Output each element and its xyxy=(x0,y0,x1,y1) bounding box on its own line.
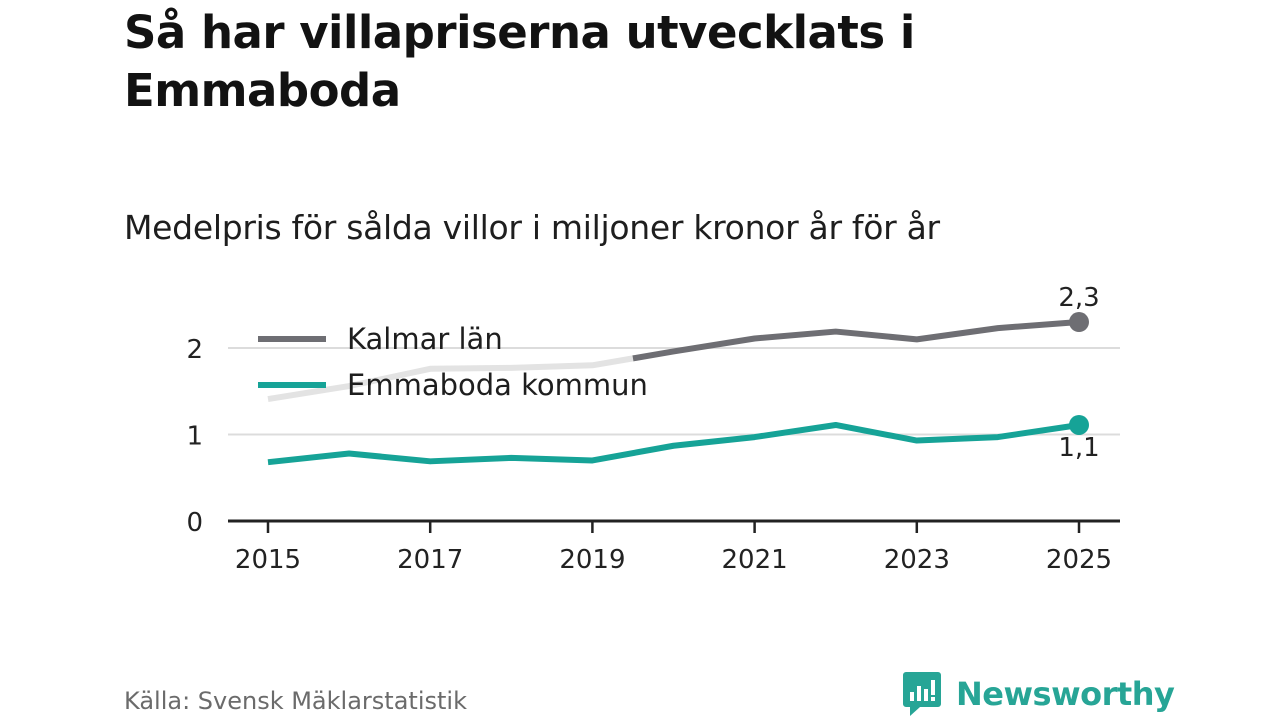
legend: Kalmar län Emmaboda kommun xyxy=(258,322,648,402)
x-tick-label: 2021 xyxy=(722,545,788,575)
series-lines: 2,3 1,1 xyxy=(267,283,1100,466)
y-tick-label: 2 xyxy=(186,335,203,365)
x-axis: 2015 2017 2019 2021 2023 2025 xyxy=(228,519,1120,575)
brand-name: Newsworthy xyxy=(956,675,1175,713)
series-line-faded xyxy=(267,355,634,402)
x-tick-label: 2025 xyxy=(1046,545,1112,575)
legend-label: Emmaboda kommun xyxy=(347,368,648,402)
series-line xyxy=(267,421,1080,466)
legend-label: Kalmar län xyxy=(347,322,503,356)
source-note: Källa: Svensk Mäklarstatistik xyxy=(124,687,467,715)
end-value-label: 1,1 xyxy=(1058,433,1099,463)
newsworthy-logo-icon xyxy=(903,672,941,716)
grid-lines: 0 1 2 xyxy=(186,335,1120,538)
x-tick-label: 2019 xyxy=(559,545,625,575)
end-value-label: 2,3 xyxy=(1058,283,1099,313)
series-end-point xyxy=(1069,414,1089,435)
x-tick-label: 2015 xyxy=(235,545,301,575)
chart-subtitle: Medelpris för sålda villor i miljoner kr… xyxy=(124,208,940,247)
chart-title: Så har villapriserna utvecklats i Emmabo… xyxy=(124,6,915,117)
x-tick-label: 2023 xyxy=(884,545,950,575)
series-line xyxy=(632,319,1080,362)
x-tick-label: 2017 xyxy=(397,545,463,575)
y-tick-label: 1 xyxy=(186,422,203,452)
series-end-point xyxy=(1069,312,1089,333)
newsworthy-logo[interactable]: Newsworthy xyxy=(902,670,1175,718)
y-tick-label: 0 xyxy=(186,508,203,538)
